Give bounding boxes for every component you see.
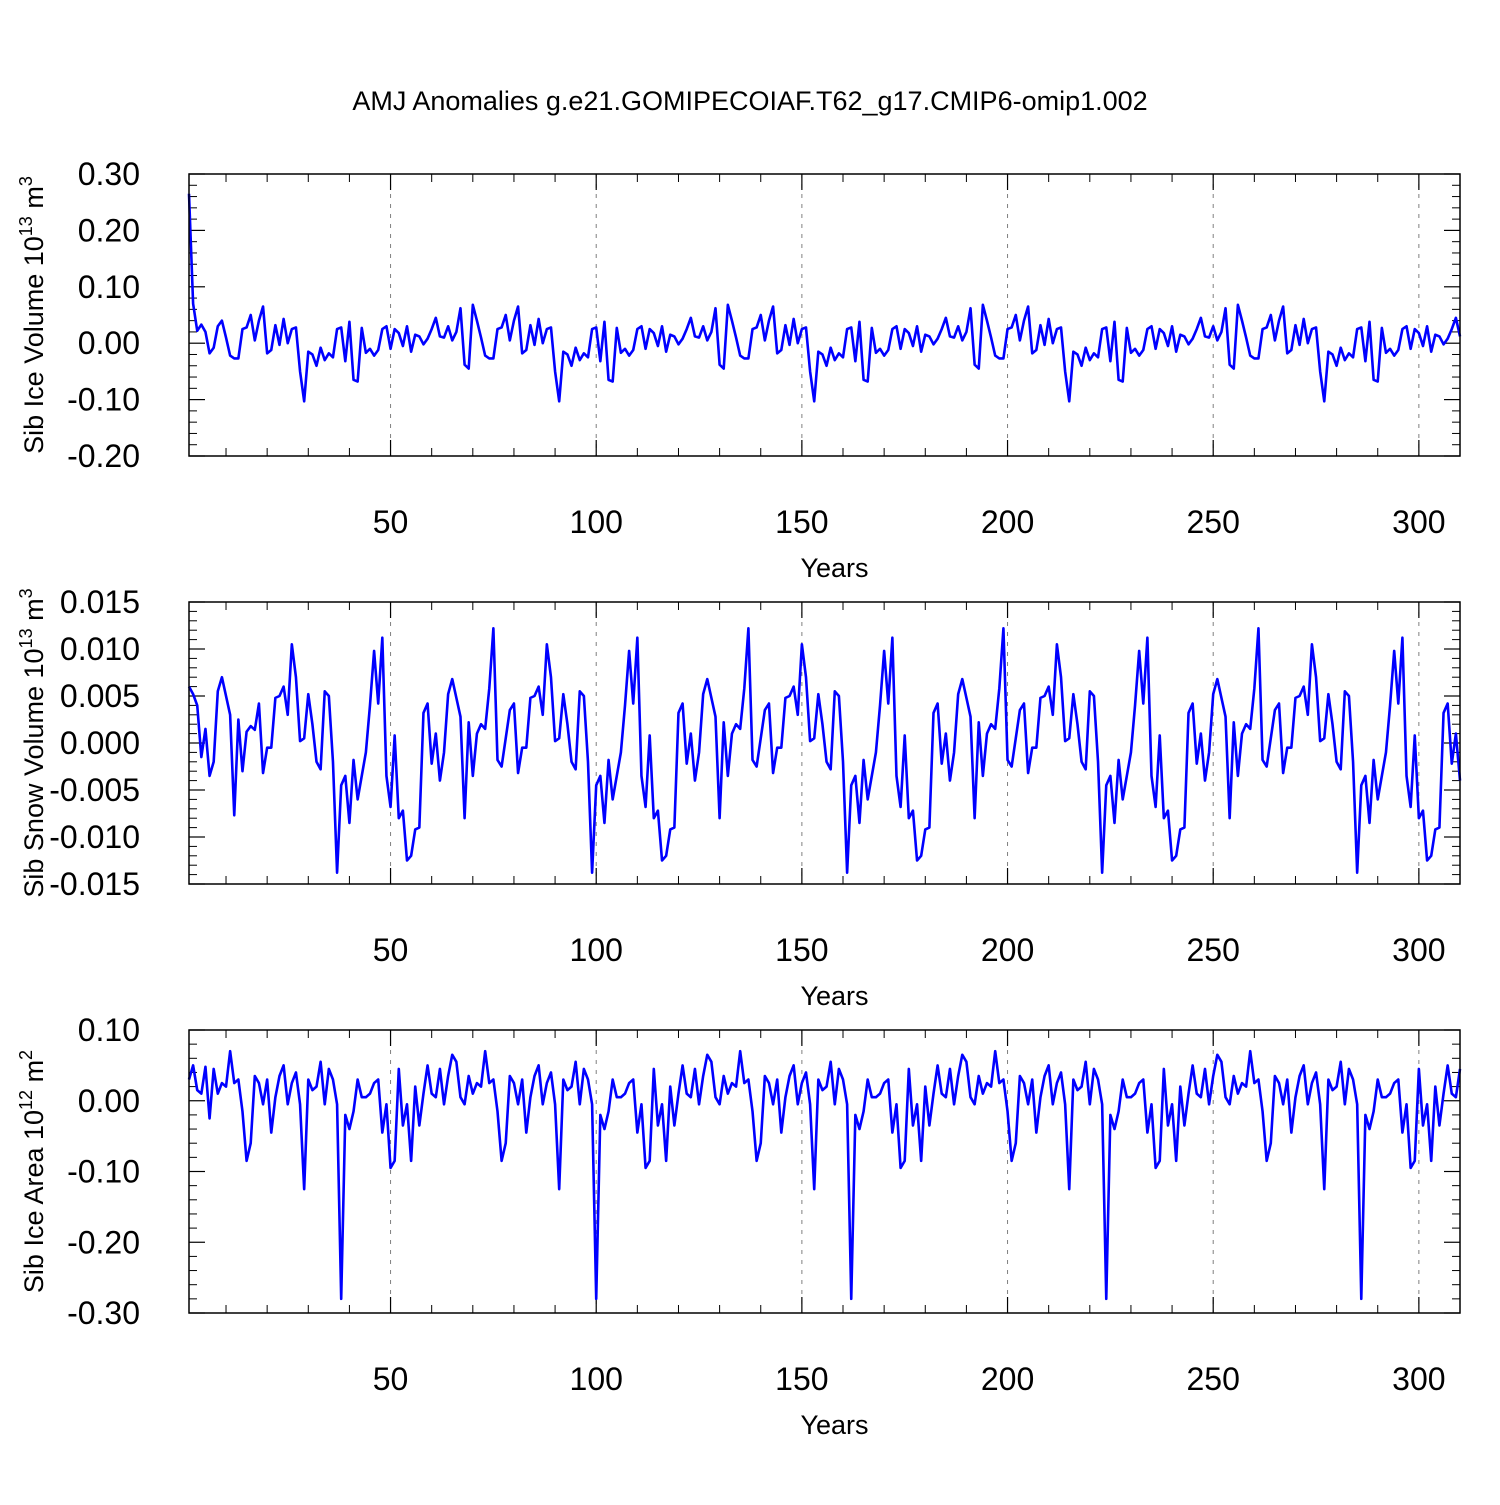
x-tick-label: 300 bbox=[1392, 504, 1445, 540]
y-tick-label: 0.10 bbox=[78, 269, 140, 305]
y-tick-label: -0.005 bbox=[49, 772, 140, 808]
x-tick-label: 100 bbox=[570, 932, 623, 968]
y-axis-label: Sib Ice Area 1012 m2 bbox=[16, 1050, 49, 1293]
y-axis-label: Sib Ice Volume 1013 m3 bbox=[16, 176, 49, 454]
series-line-ice-area bbox=[187, 1049, 1462, 1301]
x-tick-label: 250 bbox=[1187, 1361, 1240, 1397]
x-tick-label: 300 bbox=[1392, 932, 1445, 968]
plot-frame bbox=[188, 601, 1461, 885]
panels: 50 100 150 200 250 300 -0.20 -0.10 0.00 0.10 0.20 0… bbox=[16, 156, 1462, 1440]
y-tick-label: 0.20 bbox=[78, 212, 140, 248]
y-tick-label: 0.00 bbox=[78, 325, 140, 361]
y-tick-label: 0.10 bbox=[78, 1012, 140, 1048]
y-tick-label: 0.000 bbox=[60, 725, 140, 761]
y-tick-label: 0.010 bbox=[60, 631, 140, 667]
y-tick-label: 0.30 bbox=[78, 156, 140, 192]
x-tick-label: 150 bbox=[775, 504, 828, 540]
y-tick-label: -0.10 bbox=[67, 1154, 140, 1190]
x-tick-label: 150 bbox=[775, 1361, 828, 1397]
x-tick-label: 200 bbox=[981, 504, 1034, 540]
y-tick-label: -0.010 bbox=[49, 819, 140, 855]
series-line-ice-volume bbox=[187, 193, 1462, 403]
plot-frame bbox=[188, 173, 1461, 457]
series-line-snow-volume bbox=[187, 627, 1462, 875]
y-tick-label: 0.00 bbox=[78, 1083, 140, 1119]
x-tick-label: 200 bbox=[981, 1361, 1034, 1397]
y-tick-label: -0.30 bbox=[67, 1295, 140, 1331]
x-tick-label: 300 bbox=[1392, 1361, 1445, 1397]
figure-title: AMJ Anomalies g.e21.GOMIPECOIAF.T62_g17.… bbox=[352, 86, 1147, 116]
y-tick-label: -0.20 bbox=[67, 1224, 140, 1260]
x-tick-label: 250 bbox=[1187, 932, 1240, 968]
x-tick-label: 100 bbox=[570, 504, 623, 540]
x-tick-label: 50 bbox=[373, 1361, 409, 1397]
x-axis-label: Years bbox=[800, 1410, 868, 1440]
y-tick-label: -0.10 bbox=[67, 382, 140, 418]
plot-frame bbox=[188, 1029, 1461, 1314]
y-axis-label: Sib Snow Volume 1013 m3 bbox=[16, 588, 49, 897]
x-tick-label: 250 bbox=[1187, 504, 1240, 540]
x-tick-label: 50 bbox=[373, 932, 409, 968]
x-axis-label: Years bbox=[800, 981, 868, 1011]
x-tick-label: 50 bbox=[373, 504, 409, 540]
y-tick-label: 0.015 bbox=[60, 584, 140, 620]
panel-ice-volume: 50 100 150 200 250 300 -0.20 -0.10 0.00 0.10 0.20 0… bbox=[16, 156, 1462, 583]
panel-ice-area: 50 100 150 200 250 300 -0.30 -0.20 -0.10 0.00 0.10… bbox=[16, 1012, 1462, 1440]
x-tick-label: 150 bbox=[775, 932, 828, 968]
y-tick-label: -0.015 bbox=[49, 866, 140, 902]
panel-snow-volume: 50 100 150 200 250 300 -0.015 -0.010 -0.005 0.000… bbox=[16, 584, 1462, 1011]
x-axis-label: Years bbox=[800, 553, 868, 583]
y-tick-label: 0.005 bbox=[60, 678, 140, 714]
x-tick-label: 200 bbox=[981, 932, 1034, 968]
y-tick-label: -0.20 bbox=[67, 438, 140, 474]
x-tick-label: 100 bbox=[570, 1361, 623, 1397]
